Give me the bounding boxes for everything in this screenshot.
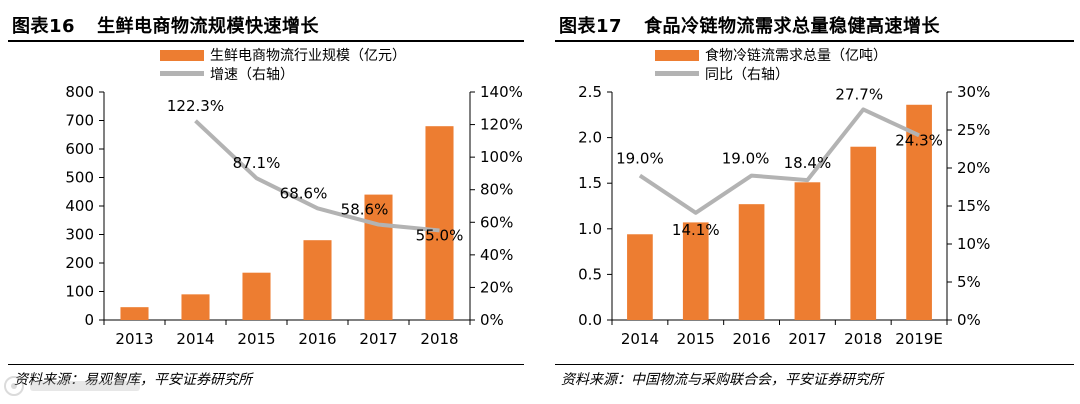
bar [364, 194, 393, 320]
bar [425, 126, 454, 320]
left-y-tick-label: 300 [65, 226, 94, 244]
left-y-tick-label: 600 [65, 140, 94, 158]
line-data-label: 122.3% [167, 97, 224, 115]
x-tick-label: 2013 [115, 330, 153, 348]
left-title-text: 生鲜电商物流规模快速增长 [97, 16, 320, 37]
left-figure-number: 图表16 [12, 16, 76, 37]
right-y-tick-label: 25% [957, 121, 990, 139]
x-tick-label: 2014 [621, 330, 659, 348]
growth-line [638, 107, 920, 215]
left-source: 资料来源：易观智库，平安证券研究所 [14, 372, 252, 388]
x-tick-label: 2017 [788, 330, 826, 348]
legend-bar-label: 食物冷链流需求总量（亿吨） [705, 47, 887, 64]
legend-bar-label: 生鲜电商物流行业规模（亿元） [210, 48, 406, 64]
right-y-tick-label: 20% [480, 278, 513, 296]
right-y-tick-label: 60% [480, 213, 513, 231]
bar [627, 234, 653, 320]
bar [794, 182, 821, 320]
left-y-tick-label: 0 [84, 311, 94, 329]
line-data-label: 24.3% [895, 131, 943, 149]
left-y-tick-label: 800 [65, 83, 94, 101]
x-tick-label: 2017 [359, 330, 397, 348]
left-title-bar: 图表16 生鲜电商物流规模快速增长 [8, 6, 524, 42]
line-data-label: 14.1% [672, 221, 720, 239]
x-tick-label: 2018 [844, 330, 882, 348]
left-y-tick-label: 700 [65, 112, 94, 130]
right-chart-panel: 图表17 食品冷链物流需求总量稳健高速增长 食物冷链流需求总量（亿吨） 同比（右轴）… [547, 0, 1080, 404]
legend-bar-swatch [655, 50, 699, 61]
bar [181, 294, 210, 320]
right-y-tick-label: 120% [480, 116, 523, 134]
left-y-tick-label: 0.5 [578, 265, 602, 283]
right-chart: 食物冷链流需求总量（亿吨） 同比（右轴） 0.0 0.5 1.0 1.5 2.0 2.5 0% 5… [578, 47, 990, 348]
bar [242, 272, 271, 320]
x-tick-label: 2016 [298, 330, 336, 348]
legend-line-label: 同比（右轴） [705, 67, 789, 83]
right-title-text: 食品冷链物流需求总量稳健高速增长 [644, 16, 941, 37]
line-data-label: 19.0% [616, 150, 664, 168]
right-y-tick-label: 100% [480, 148, 523, 166]
right-y-tick-label: 140% [480, 83, 523, 101]
x-tick-label: 2014 [176, 330, 214, 348]
bar [906, 104, 932, 320]
line-data-label: 87.1% [233, 154, 281, 172]
right-y-tick-label: 30% [957, 83, 990, 101]
right-y-tick-label: 40% [480, 246, 513, 264]
left-y-tick-label: 400 [65, 197, 94, 215]
left-title: 图表16 生鲜电商物流规模快速增长 [12, 12, 319, 38]
right-y-tick-label: 0% [480, 311, 504, 329]
bar [303, 240, 332, 320]
bar [682, 222, 709, 320]
right-y-tick-label: 20% [957, 159, 990, 177]
right-y-tick-label: 10% [957, 235, 990, 253]
bar [120, 307, 149, 320]
right-source: 资料来源：中国物流与采购联合会，平安证券研究所 [561, 372, 883, 388]
x-tick-label: 2015 [237, 330, 275, 348]
left-source-bar: 资料来源：易观智库，平安证券研究所 [8, 364, 524, 391]
line-data-label: 58.6% [341, 201, 389, 219]
legend-line-swatch [160, 71, 204, 76]
growth-line [194, 119, 440, 233]
left-y-tick-label: 1.0 [578, 220, 602, 238]
x-tick-label: 2015 [677, 330, 715, 348]
legend-bar-swatch [160, 50, 204, 61]
left-y-tick-label: 500 [65, 169, 94, 187]
x-tick-label: 2019E [895, 330, 943, 348]
left-y-tick-label: 0.0 [578, 311, 602, 329]
line-data-label: 19.0% [722, 150, 770, 168]
right-y-tick-label: 5% [957, 273, 981, 291]
bar [738, 204, 765, 320]
line-data-label: 27.7% [835, 85, 883, 103]
legend-line-label: 增速（右轴） [210, 67, 294, 83]
right-y-tick-label: 0% [957, 311, 981, 329]
line-data-label: 55.0% [416, 226, 464, 244]
left-chart-panel: 图表16 生鲜电商物流规模快速增长 生鲜电商物流行业规模（亿元） 增速（右轴） 0 10… [0, 0, 530, 404]
line-data-label: 68.6% [280, 184, 328, 202]
x-tick-label: 2018 [420, 330, 458, 348]
left-y-tick-label: 2.5 [578, 83, 602, 101]
watermark-logo [4, 376, 140, 396]
right-y-tick-label: 80% [480, 181, 513, 199]
bar [850, 146, 877, 320]
right-source-bar: 资料来源：中国物流与采购联合会，平安证券研究所 [555, 364, 1074, 391]
line-data-label: 18.4% [784, 154, 832, 172]
legend-line-swatch [655, 71, 699, 76]
left-chart: 生鲜电商物流行业规模（亿元） 增速（右轴） 0 100 200 300 400 500 600 7… [65, 48, 523, 348]
left-y-tick-label: 2.0 [578, 129, 602, 147]
right-title: 图表17 食品冷链物流需求总量稳健高速增长 [559, 12, 940, 38]
right-figure-number: 图表17 [559, 16, 623, 37]
right-title-bar: 图表17 食品冷链物流需求总量稳健高速增长 [555, 6, 1074, 42]
left-y-tick-label: 200 [65, 254, 94, 272]
right-y-tick-label: 15% [957, 197, 990, 215]
left-y-tick-label: 100 [65, 283, 94, 301]
x-tick-label: 2016 [732, 330, 770, 348]
left-y-tick-label: 1.5 [578, 174, 602, 192]
